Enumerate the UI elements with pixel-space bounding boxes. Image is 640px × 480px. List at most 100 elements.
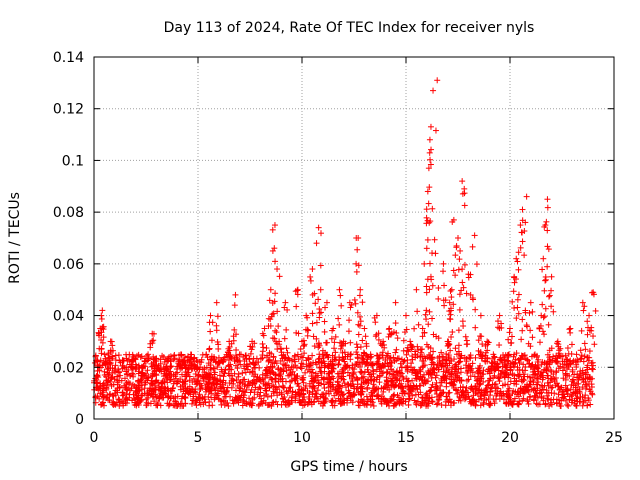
data-point (368, 377, 375, 384)
data-point (210, 365, 217, 372)
data-point (472, 324, 479, 331)
data-point (168, 363, 175, 370)
data-point (548, 303, 555, 310)
data-point (256, 384, 263, 391)
data-point (423, 206, 430, 213)
data-point (463, 384, 470, 391)
data-point (312, 390, 319, 397)
data-point-peak (427, 123, 434, 130)
data-point (110, 381, 117, 388)
data-point-peak (145, 351, 152, 358)
data-point (211, 356, 218, 363)
data-point (511, 375, 518, 382)
data-point (426, 260, 433, 267)
data-point (322, 339, 329, 346)
data-point (491, 372, 498, 379)
data-point (546, 403, 553, 410)
data-point (498, 370, 505, 377)
data-point (434, 400, 441, 407)
data-point (234, 365, 241, 372)
data-point (452, 252, 459, 259)
data-point (477, 402, 484, 409)
data-point (300, 379, 307, 386)
data-point (141, 390, 148, 397)
data-point (303, 363, 310, 370)
data-point (288, 394, 295, 401)
data-point (354, 246, 361, 253)
data-point (272, 375, 279, 382)
data-point (372, 333, 379, 340)
data-point (161, 389, 168, 396)
y-tick-label: 0.14 (53, 50, 84, 66)
data-point-peak (232, 291, 239, 298)
data-point (539, 266, 546, 273)
data-point (332, 349, 339, 356)
data-point (383, 374, 390, 381)
data-point (441, 282, 448, 289)
data-point (273, 329, 280, 336)
data-point (149, 385, 156, 392)
data-point (515, 291, 522, 298)
data-point-peak (579, 299, 586, 306)
data-point (584, 318, 591, 325)
data-point-peak (99, 307, 106, 314)
data-point (268, 392, 275, 399)
data-point (524, 398, 531, 405)
data-point (440, 268, 447, 275)
y-tick-label: 0.04 (53, 309, 84, 325)
x-tick-label: 25 (605, 430, 623, 446)
data-point (432, 374, 439, 381)
data-point (190, 375, 197, 382)
data-point (472, 306, 479, 313)
data-point (432, 127, 439, 134)
data-point (153, 357, 160, 364)
data-point (544, 204, 551, 211)
data-point (574, 380, 581, 387)
data-point (403, 351, 410, 358)
data-point (370, 381, 377, 388)
data-point (415, 321, 422, 328)
data-point (542, 276, 549, 283)
data-point (399, 374, 406, 381)
data-point (161, 358, 168, 365)
data-point (251, 394, 258, 401)
data-point (304, 388, 311, 395)
data-point-peak (315, 224, 322, 231)
grid-lines (94, 57, 614, 419)
data-point (233, 346, 240, 353)
data-point (519, 316, 526, 323)
data-point (564, 372, 571, 379)
data-point (527, 378, 534, 385)
data-point (247, 389, 254, 396)
data-point (545, 321, 552, 328)
data-point (450, 267, 457, 274)
data-point (577, 398, 584, 405)
data-point (463, 290, 470, 297)
data-point (181, 354, 188, 361)
data-point (544, 372, 551, 379)
data-point (507, 378, 514, 385)
data-point (483, 385, 490, 392)
chart-title: Day 113 of 2024, Rate Of TEC Index for r… (164, 20, 535, 36)
data-point (293, 365, 300, 372)
data-point (257, 355, 264, 362)
data-point (494, 324, 501, 331)
data-point (231, 302, 238, 309)
data-point (518, 229, 525, 236)
data-point (487, 375, 494, 382)
data-point (267, 374, 274, 381)
data-point (346, 364, 353, 371)
data-point (528, 353, 535, 360)
data-point (228, 384, 235, 391)
data-point (523, 356, 530, 363)
data-point (209, 402, 216, 409)
data-point (338, 398, 345, 405)
data-point (519, 238, 526, 245)
data-point (539, 376, 546, 383)
data-point (516, 355, 523, 362)
data-point (259, 340, 266, 347)
data-point (514, 296, 521, 303)
data-point (349, 399, 356, 406)
data-point (276, 273, 283, 280)
